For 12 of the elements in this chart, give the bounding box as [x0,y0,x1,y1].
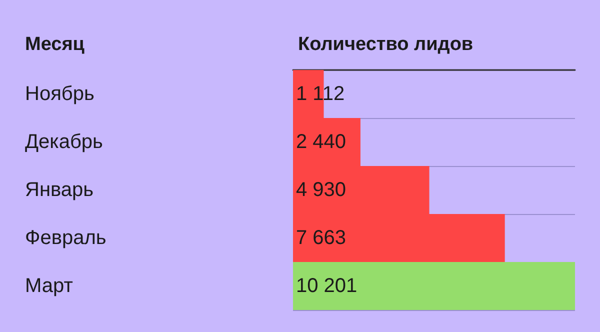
y-axis-title: Месяц [25,34,85,55]
data-label: 7 663 [296,227,346,249]
y-tick-label: Февраль [25,227,106,249]
data-label: 2 440 [296,131,346,153]
data-label: 4 930 [296,179,346,201]
y-tick-label: Январь [25,179,94,201]
y-tick-label: Декабрь [25,131,103,153]
y-tick-label: Март [25,275,73,297]
x-axis-title: Количество лидов [298,34,474,55]
bar [293,262,575,310]
data-label: 10 201 [296,275,358,297]
y-tick-label: Ноябрь [25,83,94,105]
